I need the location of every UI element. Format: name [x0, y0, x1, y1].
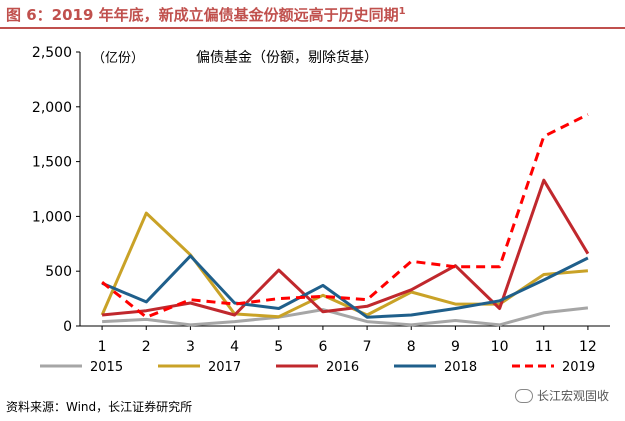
chart-legend: 2015 2017 2016 2018 2019	[40, 360, 595, 375]
chart-series-lines	[100, 113, 590, 327]
y-tick-label: 0	[63, 319, 72, 335]
watermark-text: 长江宏观固收	[536, 389, 609, 403]
x-tick-label: 9	[451, 339, 460, 355]
series-line-2018	[101, 254, 589, 319]
legend-label-2016: 2016	[326, 360, 359, 375]
legend-label-2017: 2017	[208, 360, 241, 375]
series-line-2015	[102, 306, 589, 327]
x-tick-label: 11	[535, 339, 553, 355]
watermark: 长江宏观固收	[514, 387, 609, 404]
series-line-2019	[101, 113, 589, 319]
y-tick-label: 1,000	[32, 209, 72, 225]
chart-title: 偏债基金（份额，剔除货基）	[196, 49, 378, 66]
wechat-icon	[514, 388, 533, 403]
x-tick-label: 10	[491, 339, 509, 355]
title-rule	[0, 27, 625, 29]
legend-label-2018: 2018	[444, 360, 477, 375]
figure-title: 图 6：2019 年年底，新成立偏债基金份额远高于历史同期1	[6, 4, 406, 25]
y-tick-label: 2,500	[32, 45, 72, 61]
x-tick-label: 8	[407, 339, 416, 355]
source-note: 资料来源：Wind，长江证券研究所	[6, 400, 193, 414]
x-tick-label: 1	[98, 339, 107, 355]
x-tick-label: 4	[230, 339, 239, 355]
x-tick-label: 3	[186, 339, 195, 355]
series-line-2016	[101, 178, 590, 317]
series-line-2017	[100, 211, 589, 319]
figure-title-footnote: 1	[398, 6, 406, 17]
chart-axes	[76, 51, 610, 330]
y-tick-label: 2,000	[32, 100, 72, 116]
x-tick-label: 6	[318, 339, 327, 355]
figure-title-text: 图 6：2019 年年底，新成立偏债基金份额远高于历史同期	[6, 6, 399, 24]
x-tick-label: 12	[579, 339, 597, 355]
y-tick-label: 1,500	[32, 155, 72, 171]
x-tick-label: 7	[363, 339, 372, 355]
x-tick-label: 5	[274, 339, 283, 355]
chart-unit-label: （亿份）	[92, 51, 144, 66]
y-tick-label: 500	[45, 264, 72, 280]
x-tick-label: 2	[142, 339, 151, 355]
legend-label-2015: 2015	[90, 360, 123, 375]
legend-label-2019: 2019	[562, 360, 595, 375]
